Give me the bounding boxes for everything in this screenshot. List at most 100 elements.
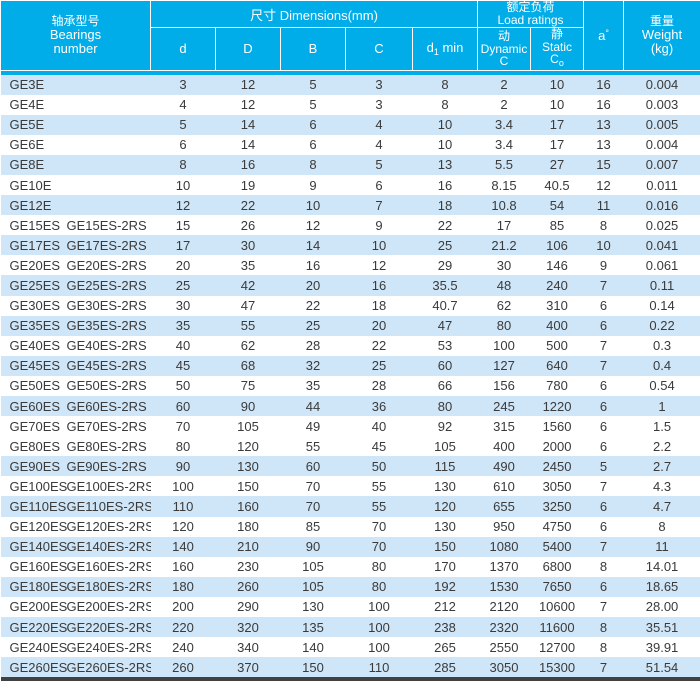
bearing-number-primary: GE110ES xyxy=(10,499,67,514)
cell-d1-min: 80 xyxy=(413,396,478,416)
cell-d: 30 xyxy=(151,296,216,316)
cell-B: 105 xyxy=(281,577,346,597)
bearing-number-2rs: GE20ES-2RS xyxy=(67,258,147,273)
cell-B: 6 xyxy=(281,135,346,155)
cell-d: 200 xyxy=(151,597,216,617)
bearings-number-header: 轴承型号 Bearings number xyxy=(1,1,151,71)
cell-weight: 4.3 xyxy=(624,476,700,496)
cell-B: 70 xyxy=(281,496,346,516)
bearing-number-primary: GE35ES xyxy=(10,318,67,333)
cell-d1-min: 285 xyxy=(413,657,478,679)
cell-weight: 0.011 xyxy=(624,175,700,195)
weight-header-cn: 重量 xyxy=(624,14,700,28)
table-row: GE3E 3 12 5 3 8 2 10 16 0.004 xyxy=(1,75,700,95)
cell-weight: 35.51 xyxy=(624,617,700,637)
cell-C: 100 xyxy=(346,597,413,617)
cell-D: 26 xyxy=(216,215,281,235)
cell-static-co: 3050 xyxy=(531,476,584,496)
cell-dynamic-c: 17 xyxy=(478,215,531,235)
cell-d: 50 xyxy=(151,376,216,396)
col-header-static-co: 静 Static Co xyxy=(531,28,584,71)
cell-dynamic-c: 1080 xyxy=(478,537,531,557)
cell-static-co: 2450 xyxy=(531,456,584,476)
cell-B: 20 xyxy=(281,275,346,295)
cell-d: 17 xyxy=(151,235,216,255)
table-row: GE240ESGE240ES-2RS 240 340 140 100 265 2… xyxy=(1,637,700,657)
cell-a-angle: 6 xyxy=(584,517,624,537)
cell-C: 28 xyxy=(346,376,413,396)
cell-weight: 18.65 xyxy=(624,577,700,597)
cell-dynamic-c: 3050 xyxy=(478,657,531,679)
cell-a-angle: 6 xyxy=(584,436,624,456)
cell-weight: 2.7 xyxy=(624,456,700,476)
cell-dynamic-c: 950 xyxy=(478,517,531,537)
cell-a-angle: 7 xyxy=(584,336,624,356)
cell-dynamic-c: 156 xyxy=(478,376,531,396)
cell-D: 19 xyxy=(216,175,281,195)
cell-D: 35 xyxy=(216,255,281,275)
cell-weight: 0.061 xyxy=(624,255,700,275)
bearing-number-cell: GE8E xyxy=(1,155,151,175)
bearing-number-cell: GE220ESGE220ES-2RS xyxy=(1,617,151,637)
bearing-number-primary: GE70ES xyxy=(10,419,67,434)
cell-weight: 4.7 xyxy=(624,496,700,516)
cell-C: 4 xyxy=(346,115,413,135)
bearing-number-cell: GE12E xyxy=(1,195,151,215)
bearing-number-2rs: GE200ES-2RS xyxy=(67,599,151,614)
cell-C: 55 xyxy=(346,476,413,496)
cell-a-angle: 16 xyxy=(584,95,624,115)
cell-weight: 51.54 xyxy=(624,657,700,679)
cell-C: 18 xyxy=(346,296,413,316)
cell-d1-min: 265 xyxy=(413,637,478,657)
cell-B: 25 xyxy=(281,316,346,336)
bearing-number-2rs: GE45ES-2RS xyxy=(67,358,147,373)
cell-d1-min: 40.7 xyxy=(413,296,478,316)
cell-d1-min: 120 xyxy=(413,496,478,516)
bearing-number-primary: GE180ES xyxy=(10,579,67,594)
cell-weight: 0.005 xyxy=(624,115,700,135)
cell-D: 12 xyxy=(216,95,281,115)
cell-d1-min: 29 xyxy=(413,255,478,275)
cell-D: 105 xyxy=(216,416,281,436)
cell-dynamic-c: 315 xyxy=(478,416,531,436)
cell-d1-min: 115 xyxy=(413,456,478,476)
bearing-number-cell: GE3E xyxy=(1,75,151,95)
cell-d: 40 xyxy=(151,336,216,356)
cell-a-angle: 7 xyxy=(584,657,624,679)
cell-dynamic-c: 2320 xyxy=(478,617,531,637)
col-header-d: d xyxy=(151,28,216,71)
bearing-number-cell: GE4E xyxy=(1,95,151,115)
cell-C: 55 xyxy=(346,496,413,516)
bearing-number-primary: GE240ES xyxy=(10,640,67,655)
cell-a-angle: 7 xyxy=(584,356,624,376)
bearing-number-primary: GE80ES xyxy=(10,439,67,454)
table-row: GE12E 12 22 10 7 18 10.8 54 11 0.016 xyxy=(1,195,700,215)
cell-B: 105 xyxy=(281,557,346,577)
cell-C: 3 xyxy=(346,95,413,115)
cell-d1-min: 66 xyxy=(413,376,478,396)
cell-D: 320 xyxy=(216,617,281,637)
bearing-number-primary: GE100ES xyxy=(10,479,67,494)
cell-static-co: 500 xyxy=(531,336,584,356)
cell-d1-min: 8 xyxy=(413,95,478,115)
cell-d1-min: 22 xyxy=(413,215,478,235)
bearing-number-primary: GE200ES xyxy=(10,599,67,614)
cell-B: 135 xyxy=(281,617,346,637)
bearing-number-2rs: GE110ES-2RS xyxy=(67,499,151,514)
cell-C: 80 xyxy=(346,557,413,577)
cell-dynamic-c: 48 xyxy=(478,275,531,295)
table-row: GE6E 6 14 6 4 10 3.4 17 13 0.004 xyxy=(1,135,700,155)
cell-a-angle: 5 xyxy=(584,456,624,476)
cell-D: 340 xyxy=(216,637,281,657)
cell-d1-min: 35.5 xyxy=(413,275,478,295)
cell-B: 16 xyxy=(281,255,346,275)
table-row: GE160ESGE160ES-2RS 160 230 105 80 170 13… xyxy=(1,557,700,577)
cell-d: 80 xyxy=(151,436,216,456)
cell-d: 4 xyxy=(151,95,216,115)
cell-C: 45 xyxy=(346,436,413,456)
cell-B: 150 xyxy=(281,657,346,679)
